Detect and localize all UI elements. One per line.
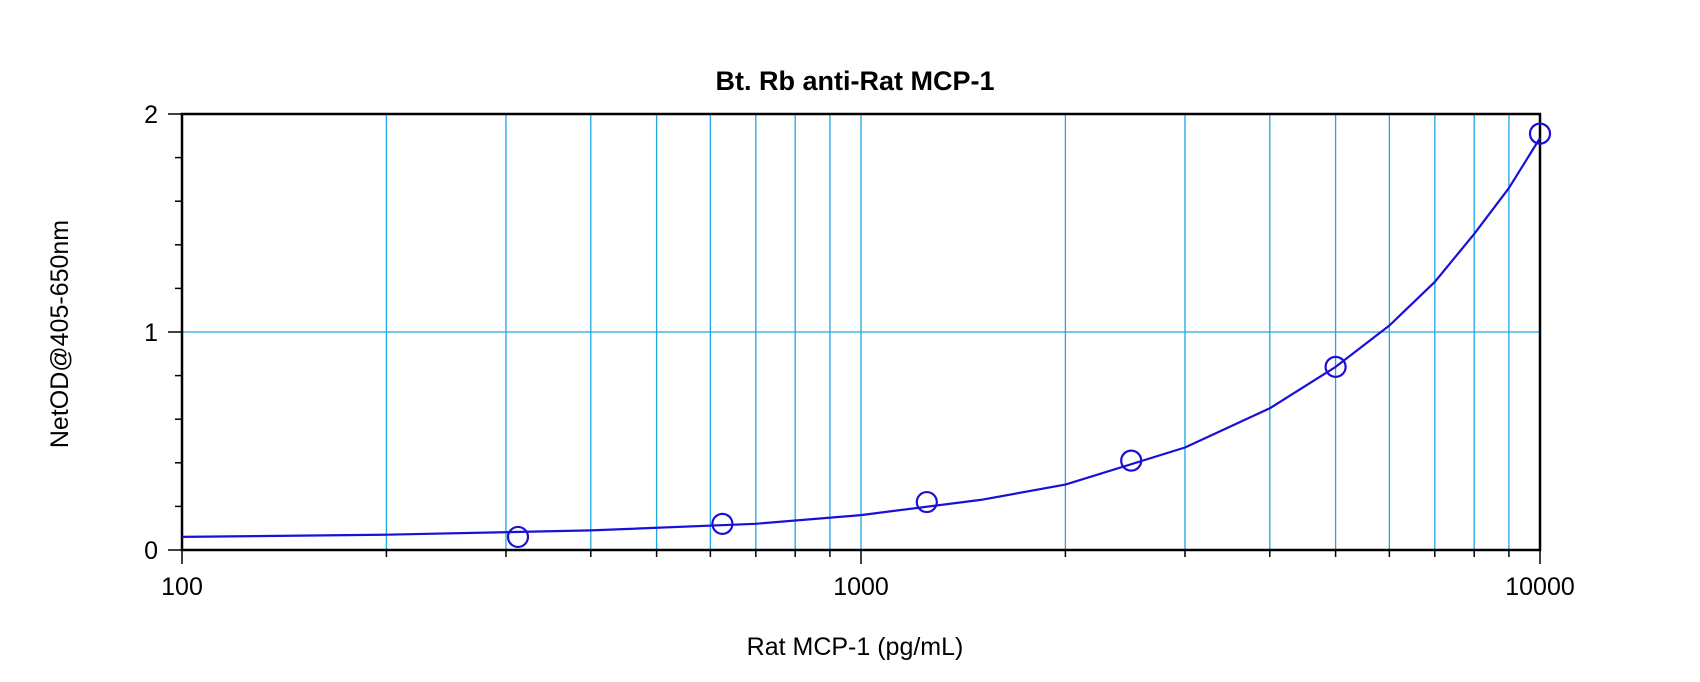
grid-lines (182, 114, 1540, 550)
x-tick-label: 1000 (833, 573, 889, 601)
y-tick-label: 0 (144, 537, 158, 565)
tick-labels: 100 1000 10000 0 1 2 (144, 101, 1575, 601)
data-points (506, 122, 1552, 549)
data-point (506, 525, 530, 549)
fit-curve-group (181, 137, 1541, 538)
data-point (1120, 449, 1143, 472)
data-point (1528, 122, 1552, 145)
y-tick-label: 2 (144, 101, 158, 129)
y-axis-label: NetOD@405-650nm (46, 220, 74, 448)
data-point (915, 490, 938, 514)
x-tick-label: 100 (161, 573, 203, 601)
data-point (711, 512, 734, 535)
y-tick-label: 1 (144, 319, 158, 347)
data-point (1324, 355, 1347, 378)
x-tick-label: 10000 (1505, 573, 1575, 601)
x-axis-label: Rat MCP-1 (pg/mL) (747, 633, 964, 661)
chart-title: Bt. Rb anti-Rat MCP-1 (716, 66, 995, 96)
axis-ticks (168, 113, 1541, 564)
fit-curve (181, 137, 1541, 538)
